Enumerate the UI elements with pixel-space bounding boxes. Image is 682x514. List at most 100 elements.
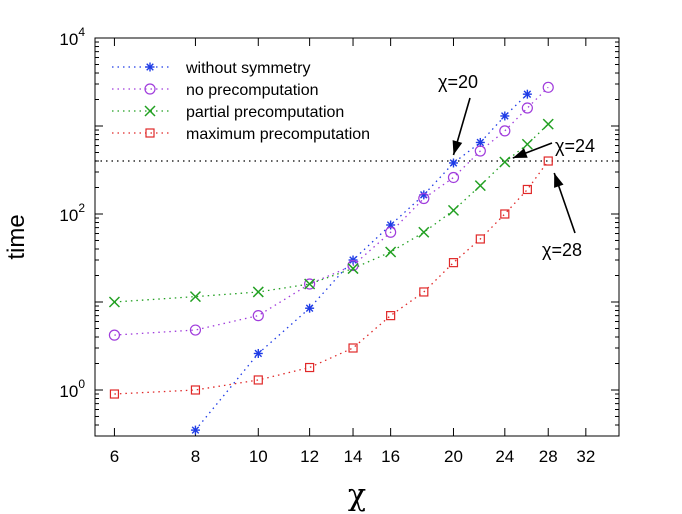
marker-cross-b <box>447 204 460 216</box>
data-point <box>253 375 263 385</box>
marker-circle <box>499 125 511 137</box>
marker-square <box>253 375 263 385</box>
marker-square <box>145 128 155 138</box>
marker-asterisk-d2 <box>476 138 485 147</box>
marker-square <box>419 287 429 297</box>
data-point <box>305 362 315 373</box>
annotation-label: χ=24 <box>555 136 595 156</box>
x-tick-label: 24 <box>495 447 514 466</box>
data-point <box>419 287 429 297</box>
data-point <box>475 234 485 244</box>
marker-asterisk-d2 <box>146 63 154 71</box>
data-point <box>385 246 397 258</box>
data-point <box>386 311 396 321</box>
marker-asterisk-d2 <box>449 159 458 167</box>
marker-circle <box>108 329 121 341</box>
x-tick-label: 8 <box>191 447 200 466</box>
x-tick-label: 16 <box>381 447 400 466</box>
data-point <box>499 156 511 168</box>
marker-asterisk-d2 <box>420 191 428 199</box>
legend-label: without symmetry <box>185 60 310 77</box>
marker-square <box>475 234 485 244</box>
y-tick-label: 100 <box>59 377 85 401</box>
annotation-arrow-head <box>512 148 528 158</box>
data-point <box>108 296 120 308</box>
legend-label: no precomputation <box>186 82 319 99</box>
annotation-label: χ=20 <box>438 72 478 92</box>
data-point <box>447 171 460 184</box>
legend: without symmetry no precomputation partial… <box>112 60 370 143</box>
x-tick-label: 10 <box>249 447 268 466</box>
data-point <box>447 204 460 216</box>
marker-cross-b <box>385 246 397 258</box>
data-point <box>252 286 264 298</box>
data-point <box>144 83 156 95</box>
marker-square <box>543 156 553 166</box>
data-point <box>521 138 533 150</box>
data-point <box>499 125 511 137</box>
data-point <box>109 389 120 399</box>
series-line <box>114 160 549 395</box>
marker-asterisk-d2 <box>254 349 263 358</box>
annotation: χ=24 <box>512 136 595 159</box>
legend-item: no precomputation <box>112 82 319 99</box>
marker-cross-b <box>542 118 554 130</box>
marker-cross-b <box>252 286 264 298</box>
data-point <box>448 258 459 268</box>
data-point <box>474 180 486 192</box>
marker-square <box>448 258 459 268</box>
data-point <box>348 343 358 353</box>
data-point <box>522 184 532 195</box>
marker-cross-b <box>474 180 486 192</box>
data-point <box>108 329 121 341</box>
marker-circle <box>447 171 460 184</box>
marker-cross-b <box>418 226 430 238</box>
data-point <box>253 348 263 358</box>
series <box>108 81 554 341</box>
marker-square <box>522 184 532 195</box>
data-point <box>542 118 554 130</box>
data-point <box>522 89 532 99</box>
series-line <box>114 86 549 336</box>
data-point <box>347 263 359 275</box>
annotation-label: χ=28 <box>542 240 582 260</box>
marker-circle <box>144 83 156 95</box>
marker-cross-b <box>108 296 120 308</box>
x-tick-label: 28 <box>539 447 558 466</box>
marker-circle <box>189 324 202 336</box>
annotations-layer: χ=20 χ=24 χ=28 <box>438 72 595 260</box>
annotation-arrow-head <box>452 140 463 155</box>
series-layer <box>108 81 554 435</box>
marker-circle <box>304 278 316 290</box>
marker-square <box>386 311 396 321</box>
marker-asterisk-d2 <box>501 112 509 120</box>
ticks-layer: 6 8 10 12 14 16 20 24 28 32 100 102 104 <box>59 25 619 466</box>
marker-asterisk-d2 <box>523 90 532 98</box>
data-point <box>347 259 359 272</box>
marker-circle <box>252 310 264 322</box>
data-point <box>500 111 510 121</box>
data-point <box>418 226 430 238</box>
marker-circle <box>474 145 486 157</box>
y-tick-label: 104 <box>59 25 85 49</box>
data-point <box>474 145 486 157</box>
marker-circle <box>385 226 397 238</box>
x-tick-label: 12 <box>300 447 319 466</box>
series-line <box>114 123 549 303</box>
annotation-arrow-head <box>554 173 564 188</box>
data-point <box>189 291 201 303</box>
marker-circle <box>542 81 554 93</box>
series <box>108 118 554 308</box>
y-tick-label: 102 <box>59 201 85 225</box>
marker-circle <box>521 102 533 114</box>
marker-square <box>305 362 315 373</box>
marker-square <box>109 389 120 399</box>
legend-label: maximum precomputation <box>186 126 370 143</box>
marker-asterisk-d2 <box>305 304 314 312</box>
x-tick-label: 6 <box>110 447 119 466</box>
legend-item: without symmetry <box>112 60 310 77</box>
annotation: χ=28 <box>542 172 582 260</box>
data-point <box>145 62 155 72</box>
data-point <box>543 156 553 166</box>
x-tick-label: 20 <box>444 447 463 466</box>
